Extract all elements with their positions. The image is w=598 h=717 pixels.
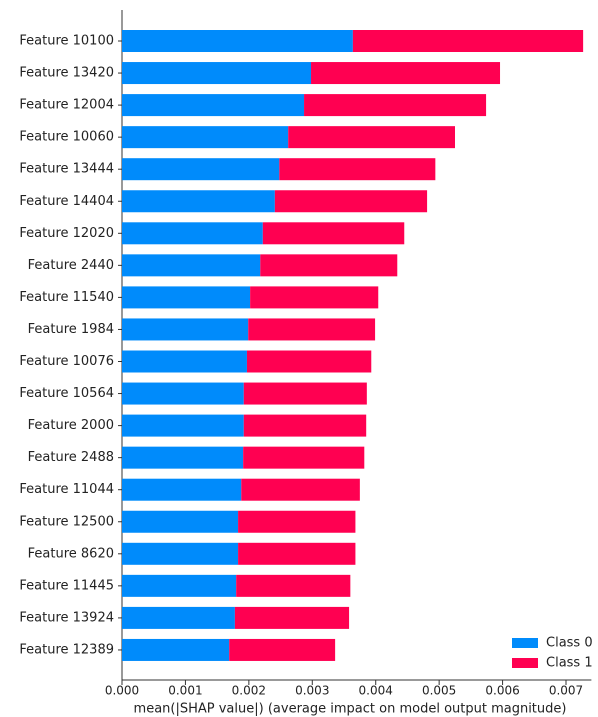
bar-segment	[122, 414, 244, 437]
y-tick-label: Feature 2488	[28, 450, 114, 465]
bar-segment	[238, 542, 356, 565]
y-tick-label: Feature 10564	[19, 386, 114, 401]
x-axis-label: mean(|SHAP value|) (average impact on mo…	[134, 702, 567, 717]
bar-segment	[243, 446, 365, 469]
bar-segment	[238, 510, 356, 533]
y-tick-label: Feature 13924	[19, 610, 114, 625]
bar-segment	[311, 62, 501, 85]
bar-segment	[236, 574, 351, 597]
bar-segment	[122, 606, 235, 629]
bar-segment	[122, 318, 249, 341]
bar-segment	[122, 126, 289, 149]
bar-segment	[122, 94, 305, 117]
bar-segment	[234, 606, 350, 629]
bar-segment	[243, 382, 367, 405]
y-tick-label: Feature 11044	[19, 482, 114, 497]
x-tick-label: 0.007	[549, 684, 583, 698]
legend-label: Class 0	[546, 636, 593, 651]
bar-segment	[122, 638, 230, 661]
y-tick-label: Feature 12004	[19, 98, 114, 113]
legend-swatch	[512, 658, 538, 668]
bar-segment	[250, 286, 379, 309]
legend-swatch	[512, 638, 538, 648]
bar-segment	[122, 286, 251, 309]
x-tick-label: 0.004	[359, 684, 393, 698]
x-tick-label: 0.005	[422, 684, 456, 698]
bar-segment	[122, 254, 261, 277]
bar-segment	[122, 350, 247, 373]
bar-segment	[122, 30, 353, 52]
bar-segment	[260, 254, 398, 277]
bar-segment	[122, 158, 280, 181]
y-tick-label: Feature 10060	[19, 130, 114, 145]
bar-segment	[248, 318, 376, 341]
y-tick-label: Feature 10076	[19, 354, 114, 369]
bar-segment	[304, 94, 487, 117]
bar-segment	[122, 190, 275, 213]
y-tick-label: Feature 8620	[28, 546, 114, 561]
bar-segment	[262, 222, 405, 245]
y-tick-label: Feature 2000	[28, 418, 114, 433]
y-tick-label: Feature 12389	[19, 642, 114, 657]
y-tick-label: Feature 11445	[19, 578, 114, 593]
x-tick-label: 0.000	[105, 684, 139, 698]
bar-segment	[243, 414, 367, 437]
bar-segment	[246, 350, 372, 373]
y-tick-label: Feature 13420	[19, 66, 114, 81]
bar-segment	[279, 158, 436, 181]
x-tick-label: 0.003	[295, 684, 329, 698]
x-tick-label: 0.006	[485, 684, 519, 698]
bar-segment	[122, 574, 237, 597]
bar-segment	[122, 446, 244, 469]
bar-segment	[274, 190, 428, 213]
y-tick-label: Feature 11540	[19, 290, 114, 305]
y-tick-label: Feature 14404	[19, 194, 114, 209]
x-tick-label: 0.001	[168, 684, 202, 698]
y-tick-label: Feature 12500	[19, 514, 114, 529]
bar-segment	[122, 542, 239, 565]
y-tick-label: Feature 10100	[19, 34, 114, 49]
bar-segment	[122, 222, 263, 245]
y-tick-label: Feature 2440	[28, 258, 114, 273]
x-tick-label: 0.002	[232, 684, 266, 698]
bar-segment	[122, 510, 239, 533]
bar-segment	[288, 126, 455, 149]
y-tick-label: Feature 12020	[19, 226, 114, 241]
y-tick-label: Feature 1984	[28, 322, 114, 337]
y-tick-label: Feature 13444	[19, 162, 114, 177]
bar-segment	[229, 638, 336, 661]
legend-label: Class 1	[546, 656, 593, 671]
bar-segment	[122, 478, 242, 501]
bar-segment	[122, 382, 244, 405]
bar-segment	[352, 30, 584, 52]
bar-segment	[241, 478, 360, 501]
bar-segment	[122, 62, 312, 85]
